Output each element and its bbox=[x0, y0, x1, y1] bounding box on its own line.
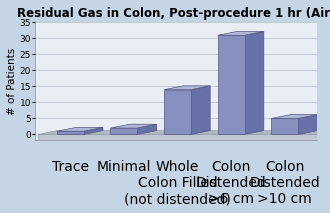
Bar bbox=[111, 128, 137, 134]
Polygon shape bbox=[298, 115, 317, 134]
Polygon shape bbox=[38, 131, 330, 134]
Polygon shape bbox=[137, 124, 156, 134]
Bar bbox=[164, 90, 191, 134]
Bar bbox=[218, 35, 245, 134]
Polygon shape bbox=[191, 86, 210, 134]
Polygon shape bbox=[245, 32, 264, 134]
Y-axis label: # of Patients: # of Patients bbox=[7, 48, 17, 115]
Polygon shape bbox=[111, 124, 156, 128]
Polygon shape bbox=[83, 127, 103, 134]
Bar bbox=[271, 118, 298, 134]
Polygon shape bbox=[218, 32, 264, 35]
Title: Residual Gas in Colon, Post-procedure 1 hr (Air): Residual Gas in Colon, Post-procedure 1 … bbox=[17, 7, 330, 20]
Polygon shape bbox=[271, 115, 317, 118]
Polygon shape bbox=[57, 127, 103, 131]
Polygon shape bbox=[38, 134, 317, 140]
Bar bbox=[57, 131, 83, 134]
Polygon shape bbox=[164, 86, 210, 90]
